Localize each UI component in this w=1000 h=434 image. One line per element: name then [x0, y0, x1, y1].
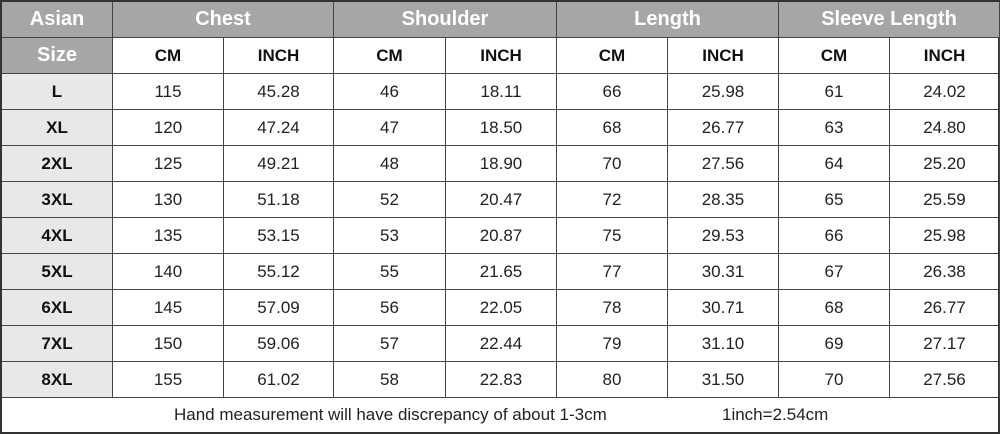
- value-cell: 18.11: [446, 74, 557, 110]
- value-cell: 61.02: [224, 362, 334, 398]
- value-cell: 18.50: [446, 110, 557, 146]
- size-cell: 6XL: [2, 290, 113, 326]
- value-cell: 69: [779, 326, 890, 362]
- value-cell: 79: [557, 326, 668, 362]
- value-cell: 66: [557, 74, 668, 110]
- value-cell: 68: [779, 290, 890, 326]
- value-cell: 56: [334, 290, 446, 326]
- value-cell: 125: [113, 146, 224, 182]
- unit-header: INCH: [446, 38, 557, 74]
- value-cell: 67: [779, 254, 890, 290]
- value-cell: 66: [779, 218, 890, 254]
- size-header: Size: [2, 38, 113, 74]
- value-cell: 61: [779, 74, 890, 110]
- group-header: Chest: [113, 2, 334, 38]
- unit-header: INCH: [224, 38, 334, 74]
- value-cell: 155: [113, 362, 224, 398]
- group-header: Sleeve Length: [779, 2, 1000, 38]
- value-cell: 59.06: [224, 326, 334, 362]
- value-cell: 48: [334, 146, 446, 182]
- footer-note: Hand measurement will have discrepancy o…: [174, 405, 607, 424]
- value-cell: 25.98: [668, 74, 779, 110]
- value-cell: 22.83: [446, 362, 557, 398]
- value-cell: 115: [113, 74, 224, 110]
- group-header: Asian: [2, 2, 113, 38]
- value-cell: 47: [334, 110, 446, 146]
- value-cell: 55: [334, 254, 446, 290]
- value-cell: 27.17: [890, 326, 1000, 362]
- value-cell: 70: [557, 146, 668, 182]
- size-cell: 4XL: [2, 218, 113, 254]
- value-cell: 27.56: [890, 362, 1000, 398]
- unit-header: INCH: [890, 38, 1000, 74]
- value-cell: 30.31: [668, 254, 779, 290]
- unit-header: INCH: [668, 38, 779, 74]
- value-cell: 140: [113, 254, 224, 290]
- value-cell: 55.12: [224, 254, 334, 290]
- value-cell: 31.10: [668, 326, 779, 362]
- value-cell: 51.18: [224, 182, 334, 218]
- size-cell: 8XL: [2, 362, 113, 398]
- value-cell: 24.80: [890, 110, 1000, 146]
- value-cell: 24.02: [890, 74, 1000, 110]
- value-cell: 49.21: [224, 146, 334, 182]
- unit-header: CM: [334, 38, 446, 74]
- value-cell: 63: [779, 110, 890, 146]
- value-cell: 53: [334, 218, 446, 254]
- value-cell: 68: [557, 110, 668, 146]
- value-cell: 145: [113, 290, 224, 326]
- value-cell: 26.77: [890, 290, 1000, 326]
- value-cell: 21.65: [446, 254, 557, 290]
- value-cell: 30.71: [668, 290, 779, 326]
- value-cell: 46: [334, 74, 446, 110]
- size-cell: 2XL: [2, 146, 113, 182]
- group-header: Length: [557, 2, 779, 38]
- value-cell: 25.20: [890, 146, 1000, 182]
- value-cell: 52: [334, 182, 446, 218]
- value-cell: 26.77: [668, 110, 779, 146]
- value-cell: 120: [113, 110, 224, 146]
- value-cell: 20.87: [446, 218, 557, 254]
- value-cell: 29.53: [668, 218, 779, 254]
- value-cell: 47.24: [224, 110, 334, 146]
- unit-header: CM: [113, 38, 224, 74]
- value-cell: 45.28: [224, 74, 334, 110]
- value-cell: 25.59: [890, 182, 1000, 218]
- group-header: Shoulder: [334, 2, 557, 38]
- size-cell: 5XL: [2, 254, 113, 290]
- value-cell: 64: [779, 146, 890, 182]
- value-cell: 22.44: [446, 326, 557, 362]
- value-cell: 53.15: [224, 218, 334, 254]
- value-cell: 78: [557, 290, 668, 326]
- unit-header: CM: [779, 38, 890, 74]
- value-cell: 27.56: [668, 146, 779, 182]
- value-cell: 18.90: [446, 146, 557, 182]
- value-cell: 25.98: [890, 218, 1000, 254]
- value-cell: 70: [779, 362, 890, 398]
- value-cell: 26.38: [890, 254, 1000, 290]
- value-cell: 31.50: [668, 362, 779, 398]
- value-cell: 58: [334, 362, 446, 398]
- value-cell: 57.09: [224, 290, 334, 326]
- value-cell: 28.35: [668, 182, 779, 218]
- value-cell: 150: [113, 326, 224, 362]
- size-cell: L: [2, 74, 113, 110]
- value-cell: 20.47: [446, 182, 557, 218]
- value-cell: 77: [557, 254, 668, 290]
- value-cell: 135: [113, 218, 224, 254]
- value-cell: 65: [779, 182, 890, 218]
- size-cell: XL: [2, 110, 113, 146]
- value-cell: 130: [113, 182, 224, 218]
- value-cell: 75: [557, 218, 668, 254]
- value-cell: 72: [557, 182, 668, 218]
- size-cell: 7XL: [2, 326, 113, 362]
- value-cell: 80: [557, 362, 668, 398]
- unit-header: CM: [557, 38, 668, 74]
- footer-conversion: 1inch=2.54cm: [722, 405, 829, 424]
- value-cell: 22.05: [446, 290, 557, 326]
- value-cell: 57: [334, 326, 446, 362]
- size-cell: 3XL: [2, 182, 113, 218]
